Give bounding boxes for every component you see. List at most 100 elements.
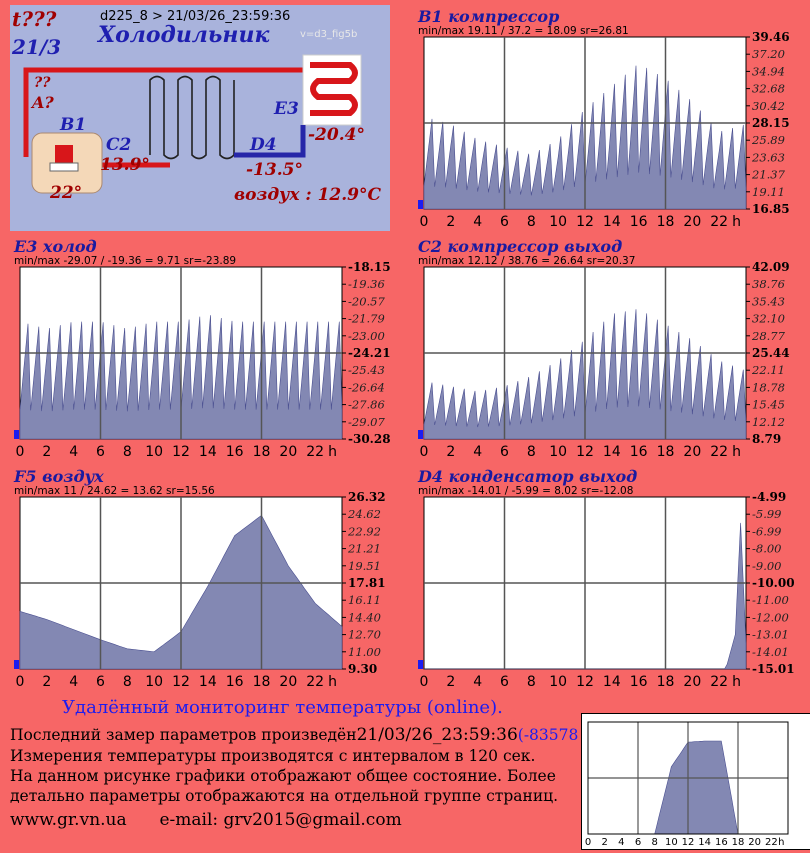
chart-title: E3 холод bbox=[13, 237, 97, 256]
x-tick-label: 22 bbox=[710, 214, 728, 230]
sensor-d4-value: -13.5° bbox=[246, 160, 303, 180]
y-tick-label: 28.15 bbox=[752, 116, 790, 130]
y-tick-label: -5.99 bbox=[752, 507, 782, 521]
y-tick-label: -19.36 bbox=[348, 277, 385, 291]
x-tick-label: 20 bbox=[683, 214, 701, 230]
y-tick-label: -27.86 bbox=[348, 398, 385, 412]
footer-line4: детально параметры отображаются на отдел… bbox=[10, 787, 559, 805]
x-tick-label: 2 bbox=[42, 444, 51, 460]
x-tick-label: 16 bbox=[226, 444, 244, 460]
x-tick-label: 4 bbox=[69, 674, 78, 690]
x-tick-label: 22 bbox=[710, 444, 728, 460]
y-tick-label: 42.09 bbox=[752, 260, 790, 274]
y-tick-label: 25.44 bbox=[752, 346, 790, 360]
x-tick-label: 16 bbox=[226, 674, 244, 690]
sensor-c2-label: C2 bbox=[106, 135, 132, 155]
x-tick-label: 0 bbox=[16, 674, 25, 690]
y-tick-label: 16.11 bbox=[348, 593, 381, 607]
series-path bbox=[424, 522, 747, 670]
x-tick-label: h bbox=[328, 444, 337, 460]
x-tick-label: 0 bbox=[420, 444, 429, 460]
x-tick-label: 6 bbox=[500, 214, 509, 230]
y-tick-label: -26.64 bbox=[348, 380, 385, 394]
fridge-title: Холодильник bbox=[98, 22, 270, 48]
footer-links: www.gr.vn.ua e-mail: grv2015@gmail.com bbox=[10, 810, 402, 830]
y-tick-label: -11.00 bbox=[752, 593, 789, 607]
x-tick-label: 2 bbox=[446, 444, 455, 460]
y-tick-label: 30.42 bbox=[752, 99, 785, 113]
x-tick-label: 8 bbox=[527, 674, 536, 690]
x-tick-label: 6 bbox=[500, 444, 509, 460]
y-tick-label: 22.92 bbox=[347, 524, 381, 538]
x-tick-label: 20 bbox=[683, 444, 701, 460]
footer-heading: Удалённый мониторинг температуры (online… bbox=[62, 697, 503, 718]
air-temperature: воздух : 12.9°C bbox=[234, 185, 382, 205]
version-text: v=d3_fig5b bbox=[300, 29, 358, 40]
mini-x-tick-label: h bbox=[778, 837, 784, 848]
mini-x-tick-label: 2 bbox=[601, 837, 607, 848]
q-marks: ?? bbox=[34, 75, 51, 91]
mini-x-tick-label: 10 bbox=[665, 837, 678, 848]
x-tick-label: 2 bbox=[42, 674, 51, 690]
mini-x-tick-label: 22 bbox=[765, 837, 778, 848]
x-tick-label: 4 bbox=[69, 444, 78, 460]
sensor-c2-value: 13.9° bbox=[100, 155, 150, 175]
footer-line1-text: Последний замер параметров произведён bbox=[10, 726, 357, 744]
x-tick-label: 12 bbox=[576, 674, 594, 690]
chart-b1: B1 компрессор min/max 19.11 / 37.2 = 18.0… bbox=[412, 5, 810, 233]
x-tick-label: 18 bbox=[657, 214, 675, 230]
y-tick-label: 19.11 bbox=[752, 185, 785, 199]
left-marker bbox=[14, 660, 19, 669]
mini-x-tick-label: 14 bbox=[698, 837, 711, 848]
left-marker bbox=[418, 660, 423, 669]
x-tick-label: 18 bbox=[253, 674, 271, 690]
y-tick-label: -14.01 bbox=[752, 645, 789, 659]
y-tick-label: 34.94 bbox=[752, 64, 785, 78]
mini-x-tick-label: 12 bbox=[682, 837, 695, 848]
mini-x-tick-label: 6 bbox=[635, 837, 641, 848]
series-area bbox=[424, 522, 747, 670]
fridge-panel: t??? 21/3 d225_8 > 21/03/26_23:59:36 v=d… bbox=[10, 5, 390, 231]
y-tick-label: 24.62 bbox=[347, 507, 381, 521]
x-tick-label: 4 bbox=[473, 444, 482, 460]
y-tick-label: 16.85 bbox=[752, 202, 790, 216]
x-tick-label: 10 bbox=[549, 674, 567, 690]
mini-x-tick-label: 4 bbox=[618, 837, 624, 848]
left-marker bbox=[418, 430, 423, 439]
y-tick-label: 23.63 bbox=[751, 150, 785, 164]
y-tick-label: 39.46 bbox=[752, 30, 790, 44]
x-tick-label: 12 bbox=[576, 214, 594, 230]
chart-title: C2 компрессор выход bbox=[418, 237, 622, 256]
x-tick-label: 0 bbox=[420, 214, 429, 230]
mini-x-tick-label: 20 bbox=[748, 837, 761, 848]
y-tick-label: 9.30 bbox=[348, 662, 377, 676]
chart-stats: min/max -29.07 / -19.36 = 9.71 sr=-23.89 bbox=[14, 255, 236, 267]
x-tick-label: 2 bbox=[446, 674, 455, 690]
y-tick-label: 12.12 bbox=[752, 415, 785, 429]
y-tick-label: -12.00 bbox=[752, 610, 789, 624]
mini-chart-svg: 0 2 4 6 8 10 12 14 16 18 20 22 h bbox=[585, 721, 789, 848]
y-tick-label: -8.00 bbox=[752, 542, 782, 556]
sensor-b1-value: 22° bbox=[50, 183, 83, 203]
x-tick-label: 14 bbox=[603, 444, 621, 460]
y-tick-label: 38.76 bbox=[752, 277, 785, 291]
y-tick-label: 21.37 bbox=[751, 168, 786, 182]
x-tick-label: h bbox=[732, 214, 741, 230]
site-link[interactable]: www.gr.vn.ua bbox=[10, 810, 127, 830]
x-tick-label: 10 bbox=[145, 444, 163, 460]
x-tick-label: 4 bbox=[473, 674, 482, 690]
email-link[interactable]: e-mail: grv2015@gmail.com bbox=[159, 810, 402, 830]
status-text: t??? bbox=[12, 7, 57, 31]
y-tick-label: 18.78 bbox=[752, 380, 785, 394]
x-tick-label: 8 bbox=[527, 214, 536, 230]
y-tick-label: 15.45 bbox=[752, 398, 785, 412]
chart-title: B1 компрессор bbox=[417, 7, 559, 26]
chart-d4: D4 конденсатор выход min/max -14.01 / -5.… bbox=[412, 465, 810, 693]
chart-stats: min/max -14.01 / -5.99 = 8.02 sr=-12.08 bbox=[418, 485, 633, 497]
sensor-a-label: A? bbox=[32, 93, 54, 112]
fridge-scheme bbox=[23, 54, 362, 194]
y-tick-label: -6.99 bbox=[752, 524, 782, 538]
x-tick-label: 18 bbox=[253, 444, 271, 460]
